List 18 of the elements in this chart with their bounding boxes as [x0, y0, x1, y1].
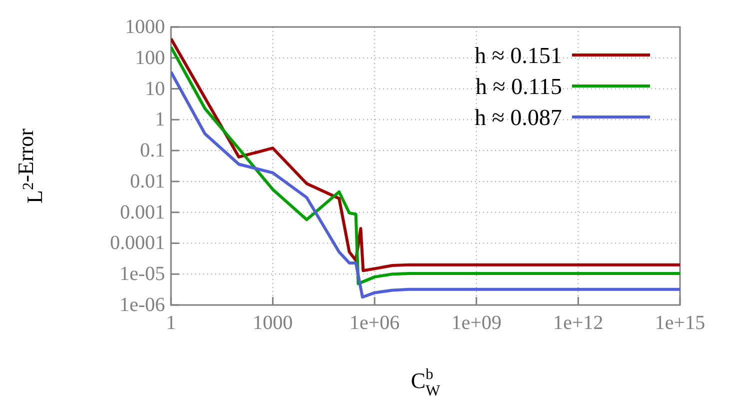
- y-tick-label: 1e-06: [119, 294, 165, 316]
- legend-label: h ≈ 0.151: [474, 43, 562, 68]
- y-tick-label: 1000: [125, 16, 165, 38]
- legend-label: h ≈ 0.115: [475, 74, 562, 99]
- y-tick-label: 10: [145, 78, 165, 100]
- x-tick-label: 1e+06: [350, 312, 400, 334]
- x-tick-label: 1000: [252, 312, 293, 334]
- x-tick-label: 1e+09: [451, 312, 502, 334]
- legend-label: h ≈ 0.087: [474, 105, 562, 130]
- x-tick-label: 1e+15: [654, 312, 706, 334]
- y-tick-label: 1e-05: [119, 263, 165, 286]
- y-tick-label: 0.01: [130, 170, 165, 192]
- y-tick-label: 0.0001: [110, 232, 165, 254]
- y-tick-label: 100: [135, 46, 165, 69]
- y-tick-label: 0.1: [140, 140, 165, 162]
- y-tick-label: 1: [155, 108, 165, 131]
- x-tick-label: 1e+12: [553, 312, 604, 334]
- y-tick-label: 0.001: [120, 201, 165, 224]
